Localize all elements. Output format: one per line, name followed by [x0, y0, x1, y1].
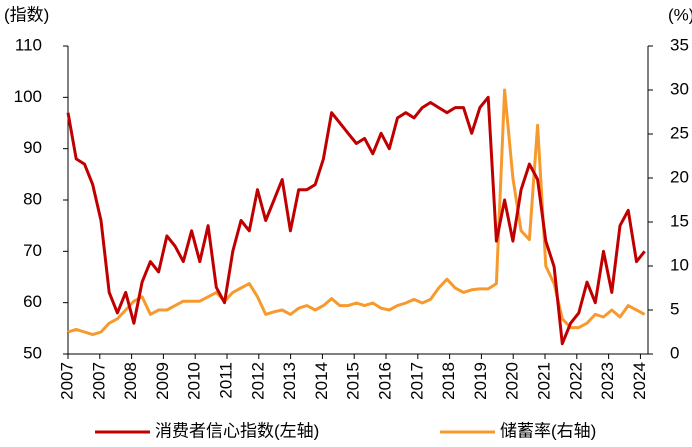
x-tick-label: 2022	[566, 362, 585, 400]
x-tick-label: 2024	[630, 362, 649, 400]
y-axis-label: (指数)	[4, 5, 49, 24]
x-tick-label: 2015	[344, 362, 363, 400]
x-tick-label: 2009	[153, 362, 172, 400]
x-tick-label: 2013	[280, 362, 299, 400]
y2-tick-label: 35	[670, 35, 689, 54]
x-tick-label: 2018	[439, 362, 458, 400]
x-tick-label: 2016	[375, 362, 394, 400]
y2-tick-label: 25	[670, 123, 689, 142]
data-line	[67, 88, 646, 337]
y-tick-label: 60	[23, 292, 42, 311]
legend-label: 消费者信心指数(左轴)	[155, 421, 319, 440]
x-tick-label: 2012	[248, 362, 267, 400]
legend-label: 储蓄率(右轴)	[500, 421, 596, 440]
x-tick-label: 2023	[598, 362, 617, 400]
y2-tick-label: 30	[670, 79, 689, 98]
y2-tick-label: 20	[670, 167, 689, 186]
y-tick-label: 110	[15, 35, 42, 54]
y-tick-label: 90	[23, 138, 42, 157]
x-tick-label: 2020	[503, 362, 522, 400]
x-tick-label: 2014	[312, 362, 331, 400]
x-tick-label: 2017	[407, 362, 426, 400]
x-tick-label: 2007	[89, 362, 108, 400]
x-tick-label: 2010	[185, 362, 204, 400]
y2-axis-label: (%)	[668, 5, 692, 24]
y2-tick-label: 5	[670, 299, 679, 318]
y-tick-label: 70	[23, 241, 42, 260]
y-tick-label: 100	[14, 87, 42, 106]
y2-tick-label: 10	[670, 255, 689, 274]
x-tick-label: 2019	[471, 362, 490, 400]
x-tick-label: 2011	[216, 362, 235, 399]
data-line	[66, 95, 646, 346]
y-tick-label: 50	[23, 343, 42, 362]
y2-tick-label: 0	[670, 343, 679, 362]
y-tick-label: 80	[23, 189, 42, 208]
x-tick-label: 2007	[57, 362, 76, 400]
x-tick-label: 2008	[121, 362, 140, 400]
x-tick-label: 2021	[535, 362, 554, 400]
y2-tick-label: 15	[670, 211, 689, 230]
